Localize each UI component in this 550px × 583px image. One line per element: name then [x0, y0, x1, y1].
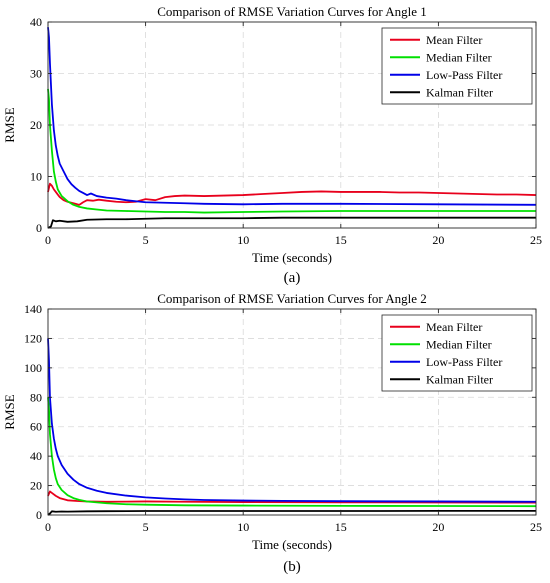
- legend-label-kalman-filter: Kalman Filter: [426, 372, 493, 386]
- legend-label-median-filter: Median Filter: [426, 50, 492, 64]
- y-tick-label: 20: [30, 479, 42, 493]
- y-axis-label: RMSE: [2, 394, 17, 429]
- x-tick-label: 10: [237, 233, 249, 247]
- legend-label-mean-filter: Mean Filter: [426, 320, 482, 334]
- series-line-median-filter: [47, 397, 537, 508]
- legend: Mean Filter Median Filter Low-Pass Filter K…: [381, 314, 533, 392]
- y-tick-label: 140: [24, 302, 42, 316]
- legend: Mean Filter Median Filter Low-Pass Filter K…: [381, 27, 533, 105]
- series-line-mean-filter: [47, 182, 537, 206]
- y-tick-label: 100: [24, 361, 42, 375]
- y-tick-label: 30: [30, 67, 42, 81]
- y-tick-label: 80: [30, 390, 42, 404]
- panel-caption: (a): [284, 270, 301, 286]
- chart-title: Comparison of RMSE Variation Curves for …: [157, 4, 427, 19]
- series-line-kalman-filter: [47, 216, 536, 229]
- x-tick-label: 20: [432, 233, 444, 247]
- chart-title: Comparison of RMSE Variation Curves for …: [157, 291, 427, 306]
- x-tick-label: 25: [530, 520, 542, 534]
- x-tick-label: 0: [45, 233, 51, 247]
- y-tick-label: 40: [30, 449, 42, 463]
- x-tick-label: 15: [335, 520, 347, 534]
- y-tick-label: 60: [30, 420, 42, 434]
- y-tick-label: 120: [24, 331, 42, 345]
- legend-label-low-pass-filter: Low-Pass Filter: [426, 68, 502, 82]
- x-tick-label: 5: [143, 520, 149, 534]
- legend-label-median-filter: Median Filter: [426, 337, 492, 351]
- x-tick-label: 20: [432, 520, 444, 534]
- legend-label-mean-filter: Mean Filter: [426, 33, 482, 47]
- legend-label-low-pass-filter: Low-Pass Filter: [426, 355, 502, 369]
- series-line-low-pass-filter: [47, 338, 537, 503]
- x-tick-label: 25: [530, 233, 542, 247]
- x-tick-label: 10: [237, 520, 249, 534]
- x-axis-label: Time (seconds): [252, 537, 332, 552]
- x-tick-label: 5: [143, 233, 149, 247]
- chart-panel-a: 0 5 10 15 20 25 0 10 20 30 40 Comparison of RMSE Va…: [2, 4, 542, 286]
- legend-label-kalman-filter: Kalman Filter: [426, 85, 493, 99]
- axes-box: [47, 308, 537, 516]
- x-tick-label: 15: [335, 233, 347, 247]
- y-axis-label: RMSE: [2, 107, 17, 142]
- x-axis-label: Time (seconds): [252, 250, 332, 265]
- chart-panel-b: 0 5 10 15 20 25 0 20 40 60 80 100 120 140 Comparison o…: [2, 291, 542, 575]
- y-tick-label: 20: [30, 118, 42, 132]
- series-line-low-pass-filter: [47, 27, 537, 206]
- y-tick-label: 0: [36, 221, 42, 235]
- series-line-median-filter: [47, 88, 536, 214]
- y-tick-label: 40: [30, 15, 42, 29]
- panel-caption: (b): [283, 559, 301, 575]
- y-tick-label: 0: [36, 508, 42, 522]
- y-tick-label: 10: [30, 170, 42, 184]
- x-tick-label: 0: [45, 520, 51, 534]
